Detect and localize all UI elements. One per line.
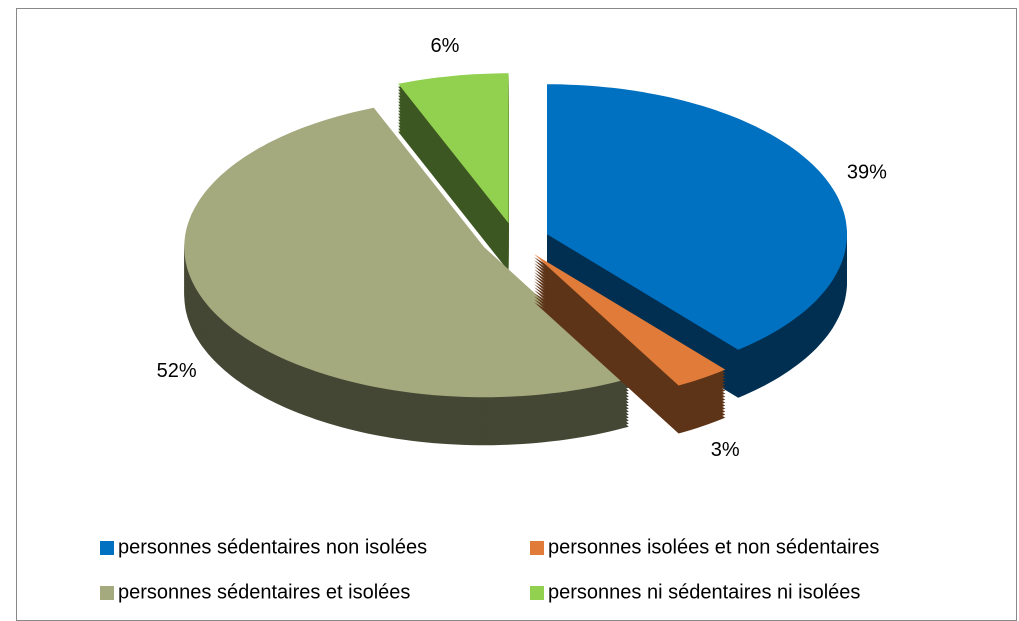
slice (534, 254, 726, 386)
legend-label: personnes sédentaires non isolées (118, 536, 427, 558)
legend-label: personnes sédentaires et isolées (118, 581, 410, 603)
data-label: 39% (847, 162, 887, 184)
legend-label: personnes isolées et non sédentaires (548, 536, 879, 558)
legend-swatch (100, 541, 114, 555)
legend-swatch (530, 586, 544, 600)
slice (184, 107, 629, 398)
slice (547, 84, 847, 350)
data-label: 3% (711, 439, 740, 461)
legend-label: personnes ni sédentaires ni isolées (548, 581, 860, 603)
data-label: 6% (430, 35, 459, 57)
slice (398, 73, 509, 224)
legend-swatch (100, 586, 114, 600)
legend-swatch (530, 541, 544, 555)
data-label: 52% (157, 360, 197, 382)
